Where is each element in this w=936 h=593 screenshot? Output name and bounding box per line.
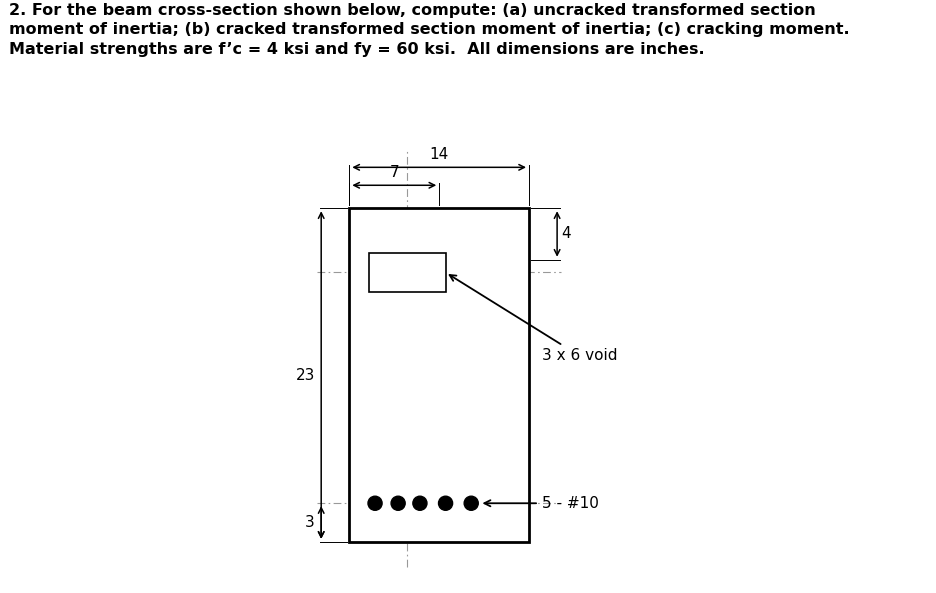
Bar: [349, 208, 529, 542]
Circle shape: [391, 496, 405, 511]
Text: 2. For the beam cross-section shown below, compute: (a) uncracked transformed se: 2. For the beam cross-section shown belo…: [9, 2, 850, 57]
Text: 23: 23: [296, 368, 314, 382]
Text: 3 x 6 void: 3 x 6 void: [449, 275, 617, 364]
Circle shape: [464, 496, 478, 511]
Text: 3: 3: [305, 515, 314, 530]
Circle shape: [438, 496, 453, 511]
Circle shape: [413, 496, 427, 511]
Circle shape: [368, 496, 382, 511]
Text: 5 - #10: 5 - #10: [484, 496, 599, 511]
Text: 7: 7: [389, 165, 399, 180]
Bar: [369, 253, 446, 292]
Text: 14: 14: [430, 147, 448, 162]
Text: 4: 4: [561, 227, 571, 241]
